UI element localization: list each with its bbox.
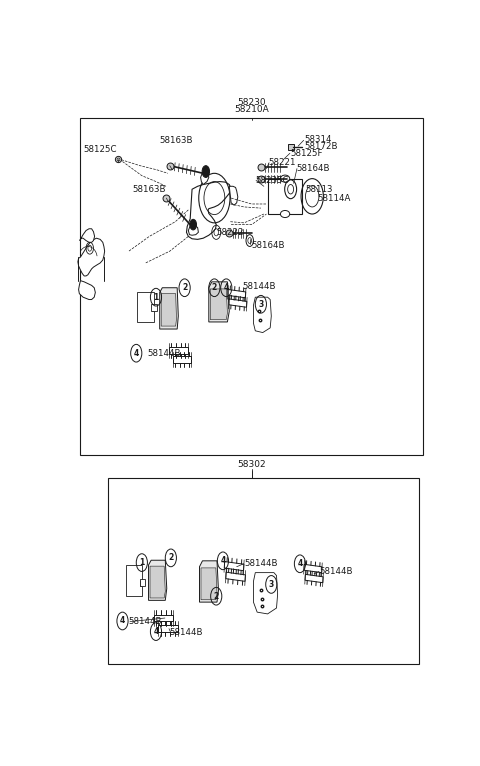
Polygon shape [209,282,229,322]
Text: 58221: 58221 [268,159,296,167]
Text: 58172B: 58172B [305,142,338,151]
Text: 58144B: 58144B [147,349,181,358]
Text: 2: 2 [212,283,217,293]
Text: 58314: 58314 [305,135,332,143]
Text: 58144B: 58144B [170,628,203,637]
Polygon shape [304,565,322,573]
Polygon shape [229,299,247,307]
Polygon shape [158,625,178,632]
Text: 3: 3 [258,300,264,309]
Polygon shape [226,572,245,581]
Polygon shape [148,560,167,601]
Text: 2: 2 [182,283,187,293]
Polygon shape [137,293,154,322]
Text: 1: 1 [153,293,158,302]
Polygon shape [201,172,209,185]
Polygon shape [79,280,96,300]
Polygon shape [253,297,271,332]
Text: 3: 3 [269,580,274,589]
Text: 58210A: 58210A [234,106,269,114]
Text: 58125C: 58125C [84,145,117,154]
Polygon shape [228,290,246,298]
Bar [268,178,302,214]
Polygon shape [140,579,145,585]
Text: 58163B: 58163B [160,136,193,145]
Text: 58235C: 58235C [255,176,289,185]
Text: 58230: 58230 [237,98,266,106]
Polygon shape [126,565,142,596]
Polygon shape [161,293,177,326]
Polygon shape [78,238,105,276]
Polygon shape [173,356,192,363]
Bar [81,119,423,455]
Polygon shape [154,615,173,621]
Polygon shape [201,568,217,600]
Polygon shape [186,182,231,239]
Text: 58144B: 58144B [244,559,277,568]
Polygon shape [80,229,95,242]
Text: 58164B: 58164B [296,164,330,173]
Polygon shape [210,289,228,319]
Polygon shape [305,574,323,583]
Polygon shape [151,304,156,311]
Text: 58302: 58302 [237,460,266,470]
Polygon shape [169,347,188,353]
Polygon shape [160,288,178,329]
Text: 58222: 58222 [216,228,244,237]
Text: 2: 2 [168,553,173,562]
Circle shape [202,165,210,178]
Polygon shape [150,566,165,598]
Text: 58163B: 58163B [132,185,166,194]
Polygon shape [229,186,238,205]
Text: 1: 1 [139,558,144,567]
Text: 4: 4 [120,617,125,626]
Text: 58144B: 58144B [242,282,276,291]
Text: 58113: 58113 [305,185,333,194]
Ellipse shape [280,175,290,182]
Text: 2: 2 [214,591,219,601]
Bar [108,478,419,664]
Polygon shape [224,561,244,571]
Circle shape [190,219,196,230]
Text: 4: 4 [224,283,229,293]
Text: 4: 4 [297,559,302,568]
Text: 58144B: 58144B [129,617,162,626]
Text: 58144B: 58144B [319,567,352,576]
Polygon shape [200,561,218,602]
Text: 4: 4 [133,349,139,358]
Ellipse shape [280,211,290,218]
Text: 4: 4 [220,556,226,565]
Text: 58114A: 58114A [317,194,351,202]
Text: 58125F: 58125F [290,149,323,158]
Polygon shape [188,224,198,235]
Polygon shape [253,573,277,614]
Text: 4: 4 [153,627,158,636]
Text: 58164B: 58164B [252,241,285,250]
